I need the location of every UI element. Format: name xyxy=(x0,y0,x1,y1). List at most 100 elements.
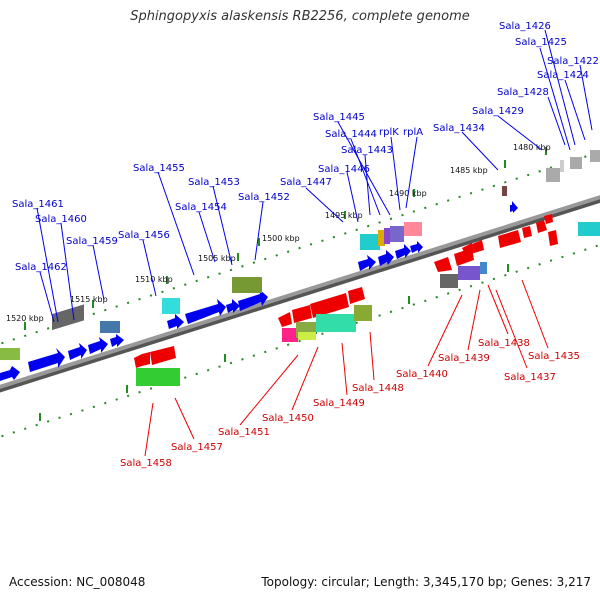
gene-label: rplA xyxy=(403,127,423,138)
gene-label: Sala_1456 xyxy=(118,230,170,241)
reverse-gene-arrow xyxy=(292,305,312,323)
reverse-gene-arrow xyxy=(498,230,521,248)
feature-box xyxy=(52,304,84,331)
reverse-gene-arrow xyxy=(536,220,547,233)
feature-box xyxy=(440,274,458,288)
gene-label: rplK xyxy=(379,127,399,138)
forward-gene-labels: Sala_1426 Sala_1425 Sala_1422 Sala_1424 … xyxy=(12,21,599,273)
dna-axis xyxy=(0,195,600,389)
reverse-gene-arrow xyxy=(522,226,532,238)
gene-label: Sala_1449 xyxy=(313,398,365,409)
gene-label: Sala_1438 xyxy=(478,338,530,349)
feature-box xyxy=(546,168,560,182)
kbp-label-1505: 1505 kbp xyxy=(198,254,236,263)
forward-gene-arrow xyxy=(410,241,423,253)
kbp-label-1500: 1500 kbp xyxy=(262,234,300,243)
forward-gene-arrow xyxy=(185,299,226,324)
forward-gene-arrow xyxy=(510,201,518,213)
reverse-gene-arrow xyxy=(544,214,553,224)
gene-label: Sala_1422 xyxy=(547,56,599,67)
kbp-ticks xyxy=(24,147,547,421)
forward-gene-arrow xyxy=(88,337,108,354)
gene-label: Sala_1437 xyxy=(504,372,556,383)
feature-box xyxy=(384,228,390,244)
gene-label: Sala_1446 xyxy=(318,164,370,175)
reverse-leaders xyxy=(144,279,549,457)
reverse-gene-arrow xyxy=(278,312,292,327)
feature-box xyxy=(136,368,180,386)
feature-box xyxy=(578,222,600,236)
forward-gene-arrow xyxy=(238,289,268,311)
gene-label: Sala_1434 xyxy=(433,123,485,134)
reverse-gene-arrow xyxy=(434,257,452,272)
gene-label: Sala_1443 xyxy=(341,145,393,156)
reverse-gene-arrow xyxy=(348,287,365,304)
gene-label: Sala_1459 xyxy=(66,236,118,247)
reverse-gene-labels: Sala_1435 Sala_1438 Sala_1437 Sala_1439 … xyxy=(120,338,580,469)
forward-gene-arrow xyxy=(0,366,20,381)
gene-label: Sala_1454 xyxy=(175,202,227,213)
forward-gene-arrow xyxy=(28,348,65,372)
feature-box xyxy=(316,314,356,332)
kbp-label-1520: 1520 kbp xyxy=(6,314,44,323)
forward-gene-arrow xyxy=(378,250,394,266)
kbp-labels: 1485 kbp 1490 kbp 1495 kbp 1500 kbp 1505… xyxy=(6,143,551,323)
feature-box xyxy=(404,222,422,236)
gene-label: Sala_1435 xyxy=(528,351,580,362)
forward-gene-arrow xyxy=(226,299,240,313)
gene-label: Sala_1429 xyxy=(472,106,524,117)
forward-gene-arrow xyxy=(395,244,411,259)
reverse-gene-arrow xyxy=(310,293,349,318)
feature-box xyxy=(100,321,120,333)
accession-text: Accession: NC_008048 xyxy=(9,575,146,589)
gene-label: Sala_1452 xyxy=(238,192,290,203)
feature-box xyxy=(232,277,262,293)
kbp-label-1495: 1495 kbp xyxy=(325,211,363,220)
gene-label: Sala_1425 xyxy=(515,37,567,48)
gene-label: Sala_1424 xyxy=(537,70,589,81)
gene-label: Sala_1453 xyxy=(188,177,240,188)
feature-box xyxy=(0,348,20,360)
feature-box xyxy=(480,262,487,274)
forward-features xyxy=(0,150,600,360)
forward-genes xyxy=(0,201,518,381)
gene-label: Sala_1428 xyxy=(497,87,549,98)
gene-label: Sala_1447 xyxy=(280,177,332,188)
gene-label: Sala_1450 xyxy=(262,413,314,424)
feature-box xyxy=(502,186,507,196)
gene-label: Sala_1455 xyxy=(133,163,185,174)
gene-label: Sala_1426 xyxy=(499,21,551,32)
gene-label: Sala_1439 xyxy=(438,353,490,364)
gene-label: Sala_1461 xyxy=(12,199,64,210)
gene-label: Sala_1462 xyxy=(15,262,67,273)
forward-gene-arrow xyxy=(358,255,376,271)
feature-box xyxy=(390,226,404,242)
feature-box xyxy=(378,230,385,246)
feature-box xyxy=(298,332,316,340)
gene-label: Sala_1460 xyxy=(35,214,87,225)
reverse-gene-arrow xyxy=(548,230,558,246)
forward-gene-arrow xyxy=(167,314,184,329)
feature-box xyxy=(354,305,372,321)
reverse-gene-arrow xyxy=(462,243,474,256)
gene-label: Sala_1451 xyxy=(218,427,270,438)
gene-label: Sala_1448 xyxy=(352,383,404,394)
gene-label: Sala_1444 xyxy=(325,129,377,140)
kbp-label-1480: 1480 kbp xyxy=(513,143,551,152)
feature-box xyxy=(570,157,582,169)
gene-label: Sala_1440 xyxy=(396,369,448,380)
genome-summary-text: Topology: circular; Length: 3,345,170 bp… xyxy=(261,575,591,589)
feature-box xyxy=(590,150,600,162)
feature-box xyxy=(360,234,380,250)
feature-box xyxy=(458,266,480,280)
kbp-label-1485: 1485 kbp xyxy=(450,166,488,175)
reverse-gene-arrow xyxy=(134,352,150,368)
kbp-label-1515: 1515 kbp xyxy=(70,295,108,304)
reverse-gene-arrow xyxy=(472,240,484,253)
map-title: Sphingopyxis alaskensis RB2256, complete… xyxy=(130,9,470,24)
kbp-label-1510: 1510 kbp xyxy=(135,275,173,284)
feature-box xyxy=(560,160,564,172)
gene-label: Sala_1457 xyxy=(171,442,223,453)
